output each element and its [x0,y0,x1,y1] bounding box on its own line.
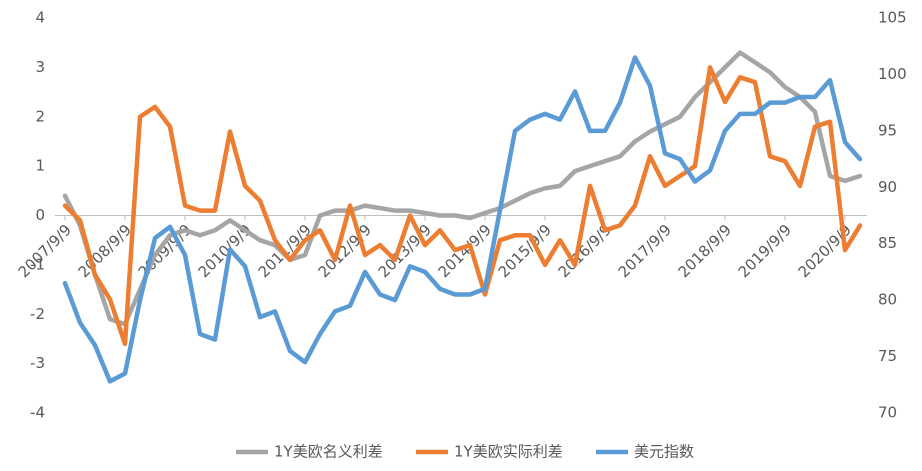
y2-tick-label: 105 [878,9,907,27]
y-tick-label: 4 [35,9,45,27]
y-tick-label: 1 [35,157,45,175]
y-tick-label: -1 [30,255,45,273]
y-tick-label: -3 [30,354,45,372]
x-tick-label: 2018/9/9 [675,221,735,281]
y2-tick-label: 70 [878,404,897,422]
legend-label: 美元指数 [634,443,694,461]
y2-tick-label: 90 [878,178,897,196]
y-tick-label: 0 [35,206,45,224]
y2-tick-label: 80 [878,291,897,309]
series-line [62,50,863,327]
y-tick-label: -2 [30,305,45,323]
y2-tick-label: 95 [878,121,897,139]
y-tick-label: 3 [35,58,45,76]
y-tick-label: 2 [35,107,45,125]
series-line [62,55,863,384]
y-tick-label: -4 [30,404,45,422]
x-tick-label: 2015/9/9 [495,221,555,281]
y2-tick-label: 85 [878,234,897,252]
series-line [62,65,863,347]
x-tick-label: 2017/9/9 [615,221,675,281]
y2-tick-label: 100 [878,65,907,83]
legend-label: 1Y美欧名义利差 [274,443,383,461]
x-tick-label: 2019/9/9 [735,221,795,281]
y2-tick-label: 75 [878,347,897,365]
legend-label: 1Y美欧实际利差 [454,443,563,461]
